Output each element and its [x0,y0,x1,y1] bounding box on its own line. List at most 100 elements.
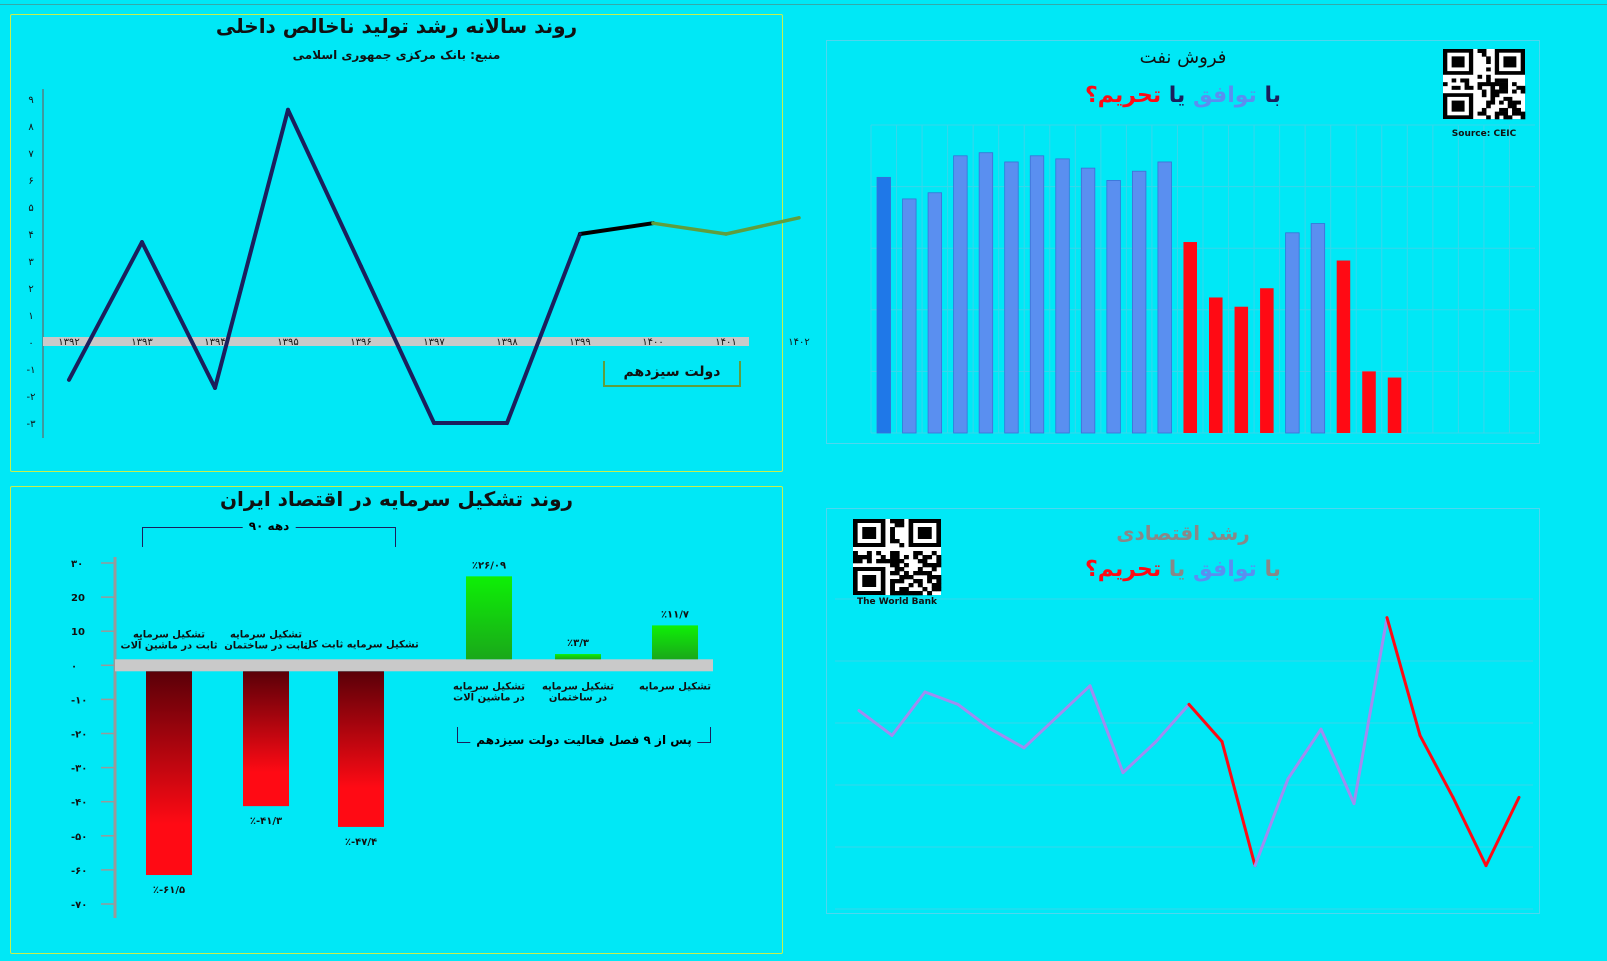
qr-finder [862,575,877,587]
qr-module [857,559,863,564]
gdp-x-tick-label: ۱۴۰۰ [642,337,663,348]
qr-module [1507,96,1513,101]
growth-line-segment [1352,616,1389,806]
capital-title: روند تشکیل سرمایه در اقتصاد ایران [219,487,574,511]
growth-line-segment [1022,715,1059,750]
capital-bracket-top-label: دهه ۹۰ [242,519,296,533]
qr-module [1486,104,1491,109]
qr-module [903,555,909,560]
qr-module [1451,85,1457,90]
qr-module [1516,107,1521,112]
qr-module [922,559,928,564]
qr-module [890,527,895,532]
growth-subtitle: با توافق یا تحریم؟ [827,557,1539,582]
capital-value-label: ٪-۴۱/۳ [250,816,282,827]
growth-source: The World Bank [857,597,937,607]
growth-qr-code [853,519,942,596]
gdp-point [432,421,436,425]
qr-module [890,583,895,588]
growth-line-segment [1319,727,1356,806]
growth-line-segment [1484,795,1521,868]
gdp-line-segment [286,107,363,269]
qr-module [1490,96,1496,101]
qr-module [1481,89,1487,94]
growth-subtitle-c: یا [1168,557,1186,582]
growth-subtitle-a: با [1264,557,1281,582]
capital-y-tick-label: -۳۰ [71,764,87,775]
qr-module [1507,100,1513,105]
growth-line-segment [1154,702,1191,744]
qr-module [1499,107,1504,112]
qr-module [1520,89,1526,94]
qr-module [931,551,937,556]
qr-module [1481,82,1487,87]
gdp-line-segment [651,221,728,236]
gdp-y-tick-label: ۳ [28,257,34,268]
qr-module [899,523,905,528]
gdp-chart: -۳ -۲ -۱ ۰ ۱ ۲ ۳ ۴ ۵ ۶ ۷ ۸ ۹ ۱۳۹۲ ۱۳۹۳ ۱۳۹۴ ۱۳۹۵ ۱۳۹۶ ۱۳۹۷… [27,89,810,438]
qr-module [899,587,905,592]
growth-chart [835,598,1533,910]
qr-module [1486,115,1491,120]
qr-module [913,571,919,576]
qr-module [1520,115,1526,120]
gdp-y-tick-label: ۸ [28,122,34,133]
oil-subtitle-c: یا [1168,83,1186,108]
oil-bar [1285,232,1300,434]
qr-module [899,579,905,584]
gdp-line-segment [67,240,144,382]
qr-module [1520,85,1526,90]
qr-module [903,571,909,576]
qr-module [1516,100,1521,105]
gdp-x-tick-label: ۱۳۹۳ [131,337,153,348]
qr-module [853,551,858,556]
gdp-point [797,216,801,220]
qr-module [936,559,942,564]
qr-module [1503,111,1509,116]
qr-finder [1451,56,1465,68]
qr-finder [862,527,877,539]
growth-line-segment [1385,616,1422,737]
capital-y-tick-label: -۷۰ [71,900,87,911]
capital-x-axis [115,659,713,672]
oil-bar [1029,155,1045,434]
qr-module [922,571,928,576]
qr-module [927,563,933,568]
qr-module [917,591,923,596]
qr-module [1507,104,1513,109]
oil-qr-code [1443,49,1526,120]
oil-subtitle-d: تحریم؟ [1085,83,1162,108]
qr-module [1464,82,1470,87]
qr-module [1499,82,1504,87]
gdp-y-tick-label: -۲ [27,392,36,403]
gdp-annotation-label: دولت سیزدهم [623,364,721,380]
qr-module [890,587,895,592]
qr-module [1477,82,1483,87]
qr-module [890,551,895,556]
qr-finder [917,527,932,539]
qr-module [890,555,895,560]
qr-module [1486,56,1491,61]
qr-module [931,567,937,572]
qr-module [903,591,909,596]
qr-module [922,587,928,592]
qr-module [866,551,872,556]
qr-module [1503,89,1509,94]
gdp-point [359,264,363,268]
qr-module [1451,78,1457,83]
qr-module [880,559,886,564]
oil-bar [1336,260,1351,433]
qr-module [917,551,923,556]
oil-bar [1183,242,1197,433]
qr-module [903,575,909,580]
qr-module [1499,89,1504,94]
qr-module [857,555,863,560]
capital-category-label: ثابت در ساختمان [224,640,308,651]
gdp-y-tick-label: ۵ [28,203,33,214]
qr-module [922,563,928,568]
qr-module [890,571,895,576]
qr-module [931,575,937,580]
gdp-subtitle: منبع: بانک مرکزی جمهوری اسلامی [292,48,501,62]
qr-module [899,543,905,548]
qr-module [1499,111,1504,116]
